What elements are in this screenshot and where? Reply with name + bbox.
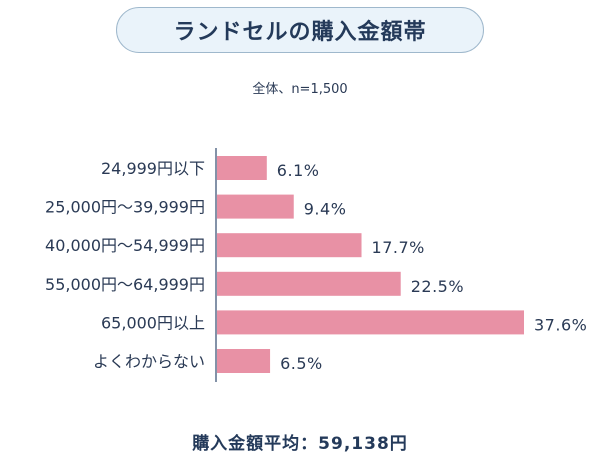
value-label: 6.5% (280, 354, 323, 373)
bar-chart: 24,999円以下 6.1% 25,000円～39,999円 9.4% 40,000円～… (45, 148, 587, 382)
bar (217, 271, 401, 296)
value-label: 17.7% (372, 238, 425, 257)
category-label: 24,999円以下 (101, 159, 205, 178)
category-label: 55,000円～64,999円 (45, 275, 205, 294)
bar (217, 156, 267, 180)
value-label: 6.1% (277, 161, 320, 180)
value-label: 37.6% (534, 315, 587, 334)
value-label: 22.5% (411, 277, 464, 296)
category-label: よくわからない (93, 352, 205, 371)
bars-layer: 24,999円以下 6.1% 25,000円～39,999円 9.4% 40,000円～… (45, 148, 587, 382)
category-label: 25,000円～39,999円 (45, 198, 205, 217)
bar (217, 194, 294, 219)
chart-title: ランドセルの購入金額帯 (173, 20, 427, 45)
value-label: 9.4% (304, 200, 347, 219)
category-label: 65,000円以上 (101, 313, 205, 332)
title-pill: ランドセルの購入金額帯 (116, 7, 484, 53)
bar (217, 349, 271, 373)
chart-subtitle: 全体、n=1,500 (252, 82, 348, 97)
category-label: 40,000円～54,999円 (45, 236, 205, 255)
bar (217, 233, 362, 258)
average-price: 購入金額平均：59,138円 (192, 434, 408, 454)
bar (217, 310, 524, 335)
